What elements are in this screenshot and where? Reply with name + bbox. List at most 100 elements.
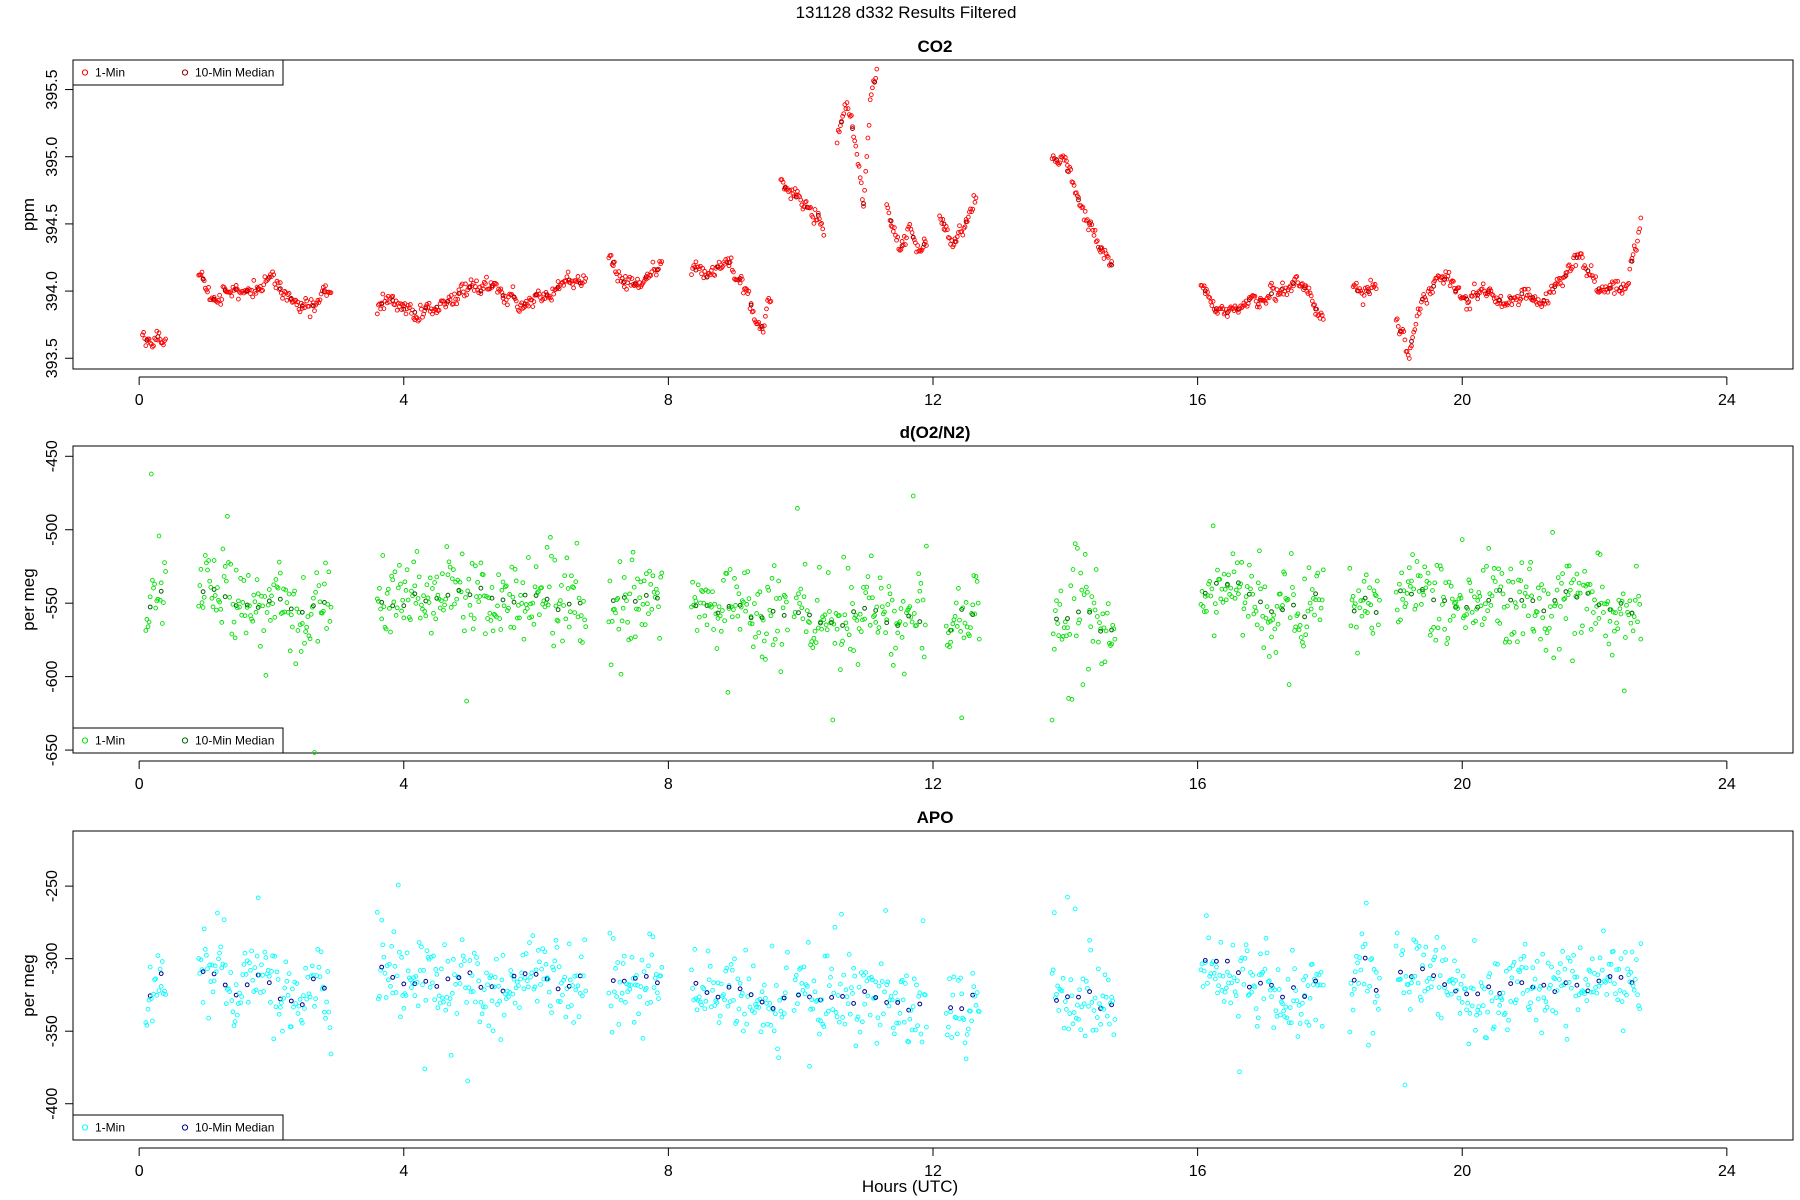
point-1min [842, 612, 848, 618]
point-1min [645, 601, 650, 607]
point-10min-median [910, 234, 916, 240]
point-1min [1242, 600, 1248, 606]
point-1min [497, 998, 503, 1004]
point-1min [758, 1029, 764, 1035]
point-1min [263, 955, 269, 960]
point-1min [658, 973, 664, 979]
point-1min [423, 997, 429, 1003]
point-1min [1370, 631, 1376, 636]
point-1min [437, 605, 443, 611]
point-1min [851, 965, 856, 971]
point-1min [145, 1006, 151, 1012]
point-1min [555, 279, 561, 284]
point-1min [578, 954, 584, 960]
point-10min-median [322, 600, 327, 605]
point-1min [1619, 599, 1625, 604]
point-1min [1076, 1016, 1081, 1022]
point-1min [470, 281, 476, 286]
point-1min [764, 306, 769, 312]
point-10min-median [1362, 955, 1368, 961]
point-1min [1298, 1011, 1304, 1017]
point-1min [498, 1037, 504, 1042]
point-1min [1466, 1041, 1472, 1047]
point-1min [245, 573, 251, 578]
point-1min [1553, 601, 1559, 606]
point-1min [392, 569, 398, 575]
point-1min [423, 613, 429, 619]
point-1min [716, 1020, 722, 1025]
point-1min [1464, 1007, 1469, 1013]
point-1min [908, 614, 914, 620]
point-1min [554, 617, 560, 623]
point-1min [810, 645, 816, 650]
point-1min [1632, 597, 1638, 603]
point-1min [734, 584, 740, 590]
point-1min [1408, 1007, 1413, 1012]
point-1min [539, 966, 544, 972]
point-1min [385, 586, 391, 592]
point-1min [453, 296, 458, 302]
point-1min [799, 980, 805, 986]
point-1min [1543, 647, 1549, 653]
point-1min [620, 961, 626, 966]
point-1min [1073, 633, 1079, 639]
point-1min [1393, 589, 1399, 595]
point-1min [452, 601, 457, 607]
point-1min [1082, 552, 1088, 557]
point-1min [1415, 573, 1421, 578]
point-1min [1515, 979, 1520, 985]
point-1min [507, 291, 512, 297]
point-1min [958, 975, 963, 981]
x-tick-label: 24 [1718, 1163, 1736, 1180]
point-1min [1550, 530, 1555, 535]
point-1min [1476, 590, 1482, 595]
point-1min [1400, 948, 1406, 953]
point-1min [852, 138, 858, 144]
point-1min [746, 288, 752, 294]
point-1min [1359, 931, 1365, 937]
point-1min [518, 976, 523, 982]
y-axis-label: ppm [19, 198, 38, 231]
point-1min [1564, 1037, 1570, 1042]
point-1min [763, 995, 768, 1001]
point-1min [253, 609, 259, 615]
point-1min [540, 296, 546, 302]
point-1min [296, 609, 302, 615]
point-1min [913, 240, 918, 246]
point-1min [1252, 984, 1258, 990]
point-1min [1524, 293, 1530, 298]
point-1min [1473, 1027, 1478, 1033]
point-1min [610, 936, 616, 941]
point-1min [464, 698, 469, 704]
point-1min [1555, 970, 1561, 975]
point-1min [505, 608, 510, 613]
point-1min [636, 607, 641, 612]
point-1min [652, 594, 658, 600]
point-10min-median [288, 998, 294, 1004]
point-1min [382, 970, 388, 976]
point-1min [545, 602, 551, 608]
point-1min [739, 991, 745, 996]
point-1min [613, 610, 618, 616]
point-1min [432, 997, 437, 1003]
point-1min [1429, 984, 1434, 990]
point-1min [798, 197, 804, 203]
legend-box [72, 727, 284, 754]
point-1min [1433, 947, 1439, 953]
point-1min [465, 1078, 471, 1084]
point-1min [1261, 996, 1267, 1002]
point-1min [1101, 1007, 1107, 1012]
point-1min [1513, 604, 1519, 610]
point-1min [964, 1032, 970, 1037]
point-1min [1092, 227, 1098, 233]
point-1min [656, 266, 661, 272]
point-1min [205, 567, 210, 573]
point-1min [409, 985, 414, 990]
point-1min [1537, 986, 1542, 992]
point-10min-median [500, 988, 506, 994]
point-1min [1494, 995, 1499, 1001]
point-1min [606, 990, 612, 996]
point-1min [1438, 566, 1444, 572]
point-1min [1434, 935, 1440, 940]
point-1min [1275, 967, 1281, 972]
